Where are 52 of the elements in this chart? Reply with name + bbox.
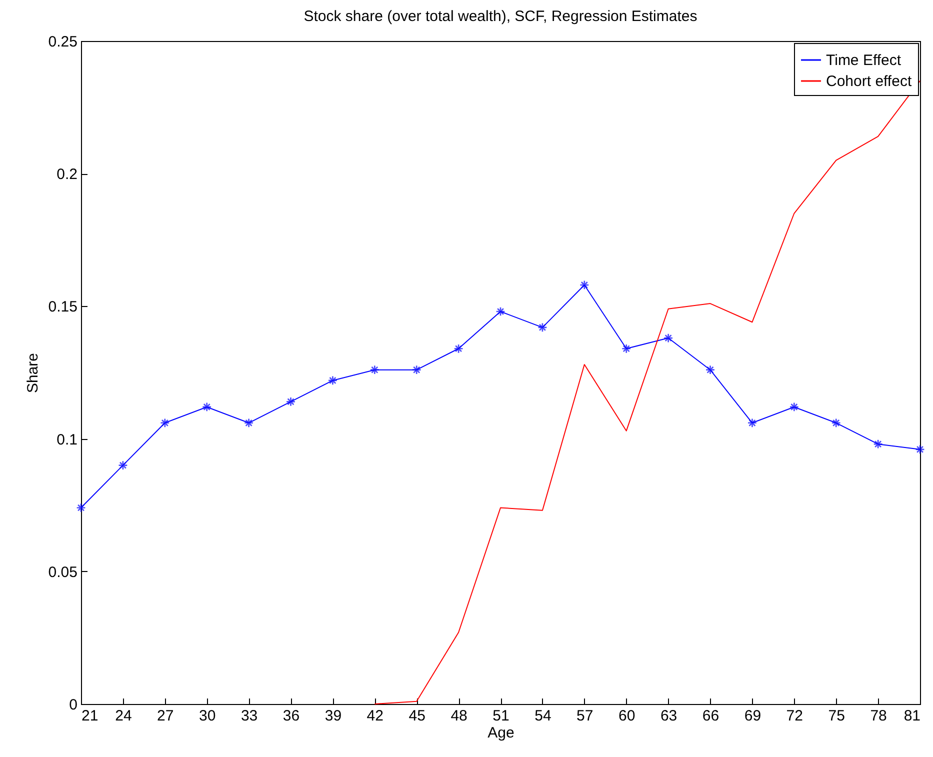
point — [538, 323, 547, 332]
point — [202, 402, 212, 412]
point — [748, 418, 756, 428]
point — [454, 344, 463, 353]
point — [370, 366, 379, 374]
x-tick-label: 24 — [115, 708, 132, 724]
x-tick-label: 36 — [282, 708, 300, 724]
y-tick-label: 0.05 — [48, 564, 78, 581]
x-tick-label: 33 — [240, 708, 258, 724]
point — [916, 445, 924, 454]
point — [790, 402, 798, 412]
point — [244, 418, 253, 428]
x-tick-label: 48 — [450, 708, 468, 724]
x-tick-label: 72 — [786, 708, 803, 724]
point — [874, 440, 882, 448]
x-tick-label: 51 — [492, 708, 510, 724]
y-tick-label: 0 — [69, 696, 78, 714]
y-tick-label: 0.1 — [56, 431, 78, 448]
x-tick-label: 21 — [82, 708, 98, 724]
point — [160, 418, 170, 428]
y-axis-title: Share — [24, 352, 42, 394]
y-tick-label: 0.25 — [48, 34, 78, 50]
x-tick-label: 78 — [870, 708, 887, 724]
point — [76, 504, 86, 512]
x-tick-label: 81 — [904, 708, 920, 724]
point — [286, 397, 295, 406]
legend-label: Cohort effect — [826, 73, 912, 90]
x-tick-label: 66 — [702, 708, 720, 724]
x-tick-label: 39 — [324, 708, 342, 724]
x-tick-label: 69 — [744, 708, 762, 724]
x-axis-title: Age — [488, 724, 514, 742]
point — [664, 334, 672, 342]
x-tick-label: 27 — [157, 708, 174, 724]
point — [118, 461, 128, 470]
x-tick-label: 63 — [660, 708, 678, 724]
point — [412, 366, 421, 374]
x-tick-label: 57 — [576, 708, 594, 724]
legend-label: Time Effect — [826, 52, 902, 69]
point — [832, 418, 840, 428]
x-tick-label: 42 — [366, 708, 384, 724]
x-tick-label: 60 — [618, 708, 636, 724]
x-tick-label: 45 — [408, 708, 426, 724]
x-tick-label: 30 — [199, 708, 216, 724]
point — [622, 344, 631, 353]
y-tick-label: 0.2 — [56, 166, 78, 184]
x-tick-label: 54 — [534, 708, 552, 724]
y-tick-label: 0.15 — [48, 298, 78, 316]
x-tick-label: 75 — [828, 708, 845, 724]
point — [580, 280, 589, 290]
point — [328, 376, 337, 385]
point — [706, 366, 714, 374]
chart-title: Stock share (over total wealth), SCF, Regression Estimates — [304, 8, 698, 25]
